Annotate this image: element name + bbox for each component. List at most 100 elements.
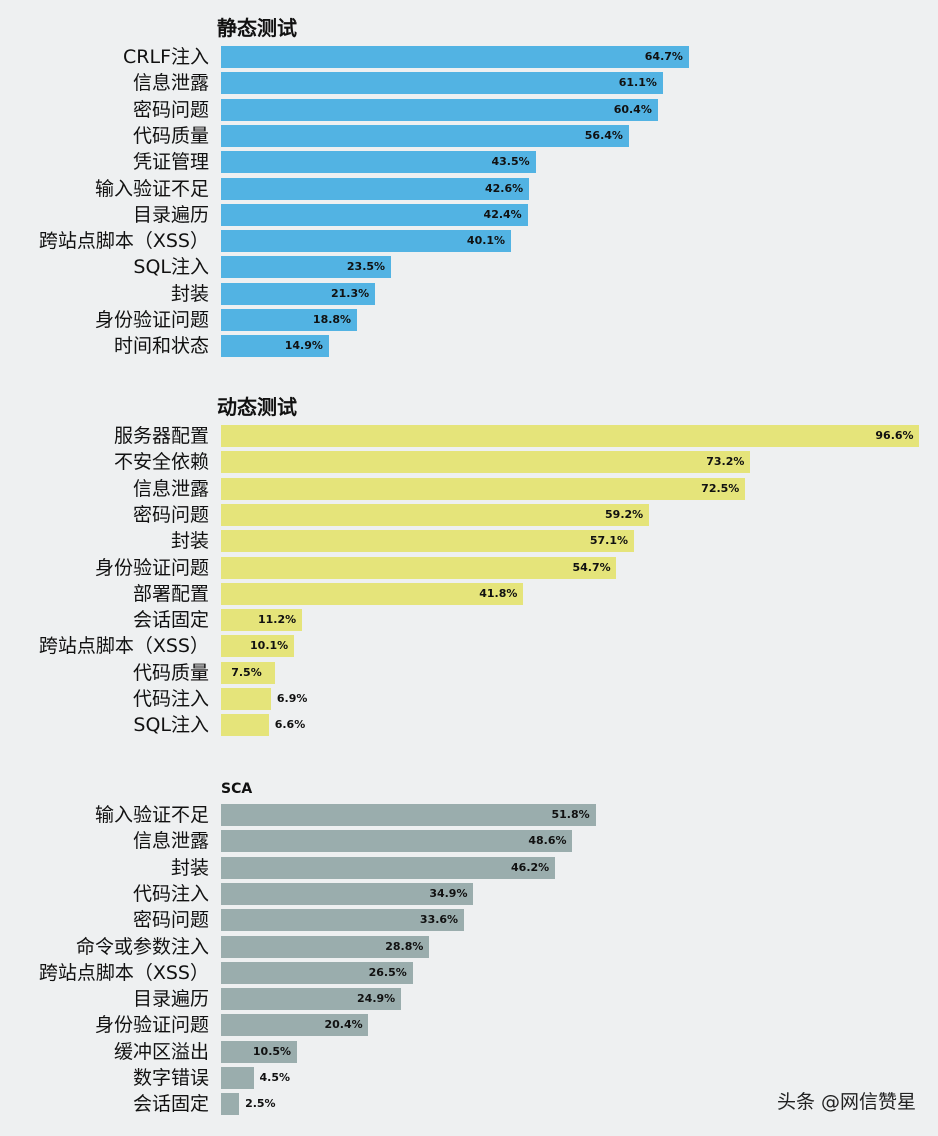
category-label: 信息泄露 [132, 72, 209, 94]
bar-row: 封装 46.2% [0, 855, 938, 881]
bar [221, 504, 650, 526]
category-label: 身份验证问题 [94, 1014, 209, 1036]
category-label: 会话固定 [132, 609, 209, 631]
bar-row: 输入验证不足 42.6% [0, 176, 938, 202]
bar [221, 425, 920, 447]
bar [221, 478, 746, 500]
value-label: 2.5% [245, 1097, 276, 1110]
bar [221, 256, 391, 278]
value-label: 61.1% [618, 76, 657, 89]
bar-row: 服务器配置 96.6% [0, 423, 938, 449]
bar-row: 时间和状态 14.9% [0, 333, 938, 359]
value-label: 57.1% [589, 534, 628, 547]
bar-row: 代码质量 56.4% [0, 123, 938, 149]
chart-title: SCA [221, 781, 253, 797]
category-label: 凭证管理 [132, 151, 209, 173]
category-label: 目录遍历 [132, 204, 209, 226]
bar [221, 230, 511, 252]
bar [221, 635, 295, 657]
bar [221, 46, 689, 68]
category-label: 时间和状态 [113, 335, 209, 357]
category-label: SQL注入 [133, 256, 209, 278]
category-label: SQL注入 [133, 714, 209, 736]
bar [221, 962, 413, 984]
category-label: 跨站点脚本（XSS） [38, 230, 209, 252]
category-label: 代码质量 [132, 125, 209, 147]
bar [221, 1067, 254, 1089]
value-label: 56.4% [584, 129, 623, 142]
value-label: 46.2% [511, 861, 550, 874]
value-label: 14.9% [284, 339, 323, 352]
value-label: 73.2% [706, 455, 745, 468]
bar-row: 命令或参数注入 28.8% [0, 934, 938, 960]
bar-row: 跨站点脚本（XSS） 26.5% [0, 960, 938, 986]
category-label: 密码问题 [132, 99, 209, 121]
category-label: 信息泄露 [132, 478, 209, 500]
category-label: 会话固定 [132, 1093, 209, 1115]
bar [221, 1014, 369, 1036]
bar-row: CRLF注入 64.7% [0, 44, 938, 70]
bar-row: 跨站点脚本（XSS） 10.1% [0, 633, 938, 659]
value-label: 34.9% [429, 887, 468, 900]
category-label: 封装 [170, 530, 209, 552]
bar-row: 会话固定 11.2% [0, 607, 938, 633]
bar-row: SQL注入 23.5% [0, 254, 938, 280]
value-label: 42.4% [483, 208, 522, 221]
bar-row: 代码注入 34.9% [0, 881, 938, 907]
watermark: 头条 @网信赞星 [776, 1091, 916, 1113]
bar [221, 557, 617, 579]
category-label: 封装 [170, 857, 209, 879]
value-label: 4.5% [259, 1071, 291, 1084]
category-label: 不安全依赖 [113, 451, 209, 473]
bar [221, 688, 271, 710]
bar [221, 335, 329, 357]
value-label: 6.6% [274, 718, 306, 731]
category-label: 跨站点脚本（XSS） [38, 962, 209, 984]
bar [221, 830, 573, 852]
category-label: 身份验证问题 [94, 557, 209, 579]
bar [221, 99, 658, 121]
bar-row: 身份验证问题 18.8% [0, 307, 938, 333]
value-label: 6.9% [276, 692, 308, 705]
category-label: 部署配置 [132, 583, 209, 605]
bar-row: SQL注入 6.6% [0, 712, 938, 738]
bar [221, 583, 524, 605]
category-label: 目录遍历 [132, 988, 209, 1010]
bar-row: 目录遍历 24.9% [0, 986, 938, 1012]
bar-row: 数字错误 4.5% [0, 1065, 938, 1091]
value-label: 41.8% [479, 587, 518, 600]
bar-row: 输入验证不足 51.8% [0, 802, 938, 828]
category-label: 封装 [170, 283, 209, 305]
bar [221, 804, 596, 826]
bar [221, 936, 430, 958]
bar-row: 密码问题 60.4% [0, 97, 938, 123]
bar [221, 1093, 240, 1115]
bar-row: 身份验证问题 20.4% [0, 1012, 938, 1038]
bar [221, 178, 529, 200]
chart-title: 静态测试 [217, 16, 297, 40]
category-label: CRLF注入 [123, 46, 209, 68]
bar-row: 凭证管理 43.5% [0, 149, 938, 175]
value-label: 23.5% [346, 260, 386, 273]
bar [221, 151, 536, 173]
bar-row: 代码注入 6.9% [0, 686, 938, 712]
bar-row: 密码问题 59.2% [0, 502, 938, 528]
category-label: 服务器配置 [113, 425, 209, 447]
bar [221, 662, 276, 684]
category-label: 缓冲区溢出 [113, 1041, 209, 1063]
category-label: 数字错误 [132, 1067, 209, 1089]
bar-row: 信息泄露 61.1% [0, 70, 938, 96]
value-label: 10.5% [252, 1045, 292, 1058]
bar-row: 密码问题 33.6% [0, 907, 938, 933]
value-label: 72.5% [701, 482, 740, 495]
value-label: 26.5% [368, 966, 407, 979]
value-label: 54.7% [572, 561, 611, 574]
category-label: 身份验证问题 [94, 309, 209, 331]
bar-row: 代码质量 7.5% [0, 660, 938, 686]
value-label: 51.8% [551, 808, 590, 821]
bar [221, 309, 357, 331]
category-label: 代码质量 [132, 662, 209, 684]
bar-row: 缓冲区溢出 10.5% [0, 1039, 938, 1065]
value-label: 59.2% [605, 508, 644, 521]
bar [221, 909, 464, 931]
